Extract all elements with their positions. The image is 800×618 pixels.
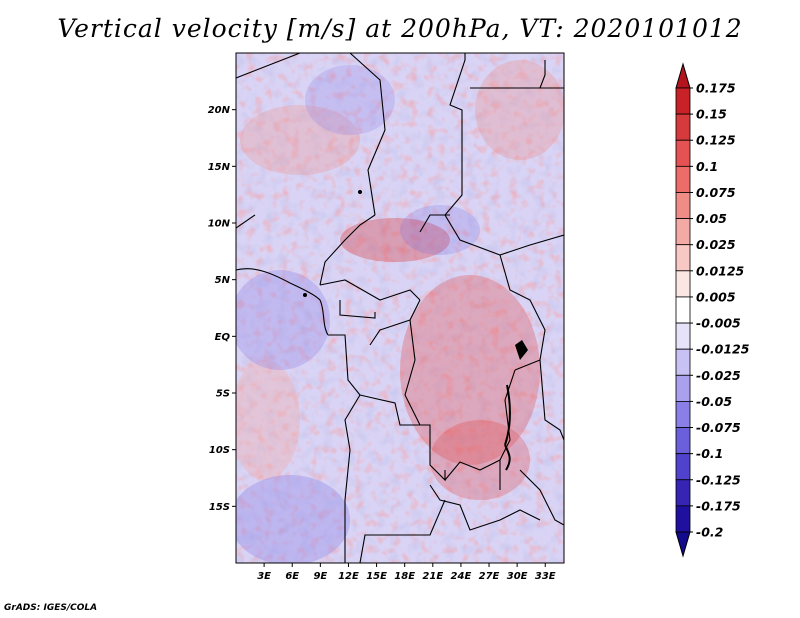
colorbar-segment <box>675 270 691 298</box>
colorbar-label: -0.005 <box>696 316 741 331</box>
chart-title: Vertical velocity [m/s] at 200hPa, VT: 2… <box>57 14 743 43</box>
lon-tick-label: 12E <box>338 571 359 582</box>
colorbar-label: -0.025 <box>696 368 741 383</box>
colorbar-label: 0.005 <box>696 289 736 304</box>
map-frame <box>235 52 565 564</box>
grads-credit: GrADS: IGES/COLA <box>4 603 98 613</box>
colorbar-label: 0.175 <box>696 81 736 96</box>
colorbar-label: 0.15 <box>696 107 727 122</box>
colorbar-label: 0.0125 <box>696 263 745 278</box>
lat-tick-label: 5N <box>215 275 231 286</box>
colorbar-segment <box>675 113 691 141</box>
colorbar: 0.175 0.15 0.125 0.1 0.075 0.05 0.025 0.0125 0.0… <box>675 62 750 558</box>
colorbar-bottom-arrow <box>675 531 691 558</box>
longitude-axis: 3E 6E 9E 12E 15E 18E 21E 24E 27E 30E 33E <box>257 563 556 582</box>
colorbar-label: 0.075 <box>696 185 736 200</box>
colorbar-label: -0.125 <box>696 472 741 487</box>
lat-tick-label: 10N <box>208 219 231 230</box>
colorbar-label: 0.125 <box>696 133 736 148</box>
colorbar-label: -0.175 <box>696 498 741 513</box>
country-borders <box>236 53 564 563</box>
lon-tick-label: 33E <box>535 571 556 582</box>
colorbar-segment <box>675 192 691 219</box>
lon-tick-label: 21E <box>422 571 443 582</box>
colorbar-segment <box>675 427 691 455</box>
colorbar-segment <box>675 401 691 428</box>
lakes <box>303 190 528 471</box>
colorbar-segment <box>675 505 691 533</box>
latitude-axis: 20N 15N 10N 5N EQ 5S 10S 15S <box>208 105 236 513</box>
colorbar-label: -0.2 <box>696 525 723 540</box>
colorbar-segment <box>675 374 691 402</box>
lat-tick-label: EQ <box>215 332 231 343</box>
lon-tick-label: 24E <box>451 571 472 582</box>
colorbar-segment <box>675 87 691 115</box>
colorbar-segment <box>675 244 691 272</box>
colorbar-label: -0.0125 <box>696 342 750 357</box>
colorbar-segment <box>675 296 691 324</box>
colorbar-segment <box>675 322 691 350</box>
velocity-field <box>236 53 564 563</box>
colorbar-label: -0.05 <box>696 394 732 409</box>
lon-tick-label: 27E <box>479 571 500 582</box>
colorbar-segment <box>675 453 691 481</box>
lon-tick-label: 6E <box>285 571 299 582</box>
lat-tick-label: 5S <box>216 389 230 400</box>
lat-tick-label: 15S <box>209 502 230 513</box>
colorbar-label: 0.05 <box>696 211 727 226</box>
lon-tick-label: 30E <box>507 571 528 582</box>
colorbar-label: 0.025 <box>696 237 736 252</box>
lat-tick-label: 10S <box>209 445 230 456</box>
colorbar-segment <box>675 218 691 246</box>
colorbar-label: -0.1 <box>696 446 723 461</box>
lon-tick-label: 15E <box>366 571 387 582</box>
lon-tick-label: 3E <box>257 571 271 582</box>
colorbar-label: -0.075 <box>696 420 741 435</box>
colorbar-top-arrow <box>675 62 691 89</box>
lon-tick-label: 18E <box>394 571 415 582</box>
lat-tick-label: 15N <box>208 162 231 173</box>
lon-tick-label: 9E <box>313 571 327 582</box>
colorbar-label: 0.1 <box>696 159 718 174</box>
colorbar-segment <box>675 139 691 167</box>
lat-tick-label: 20N <box>208 105 231 116</box>
colorbar-segment <box>675 348 691 376</box>
colorbar-segment <box>675 479 691 507</box>
colorbar-segment <box>675 165 691 193</box>
